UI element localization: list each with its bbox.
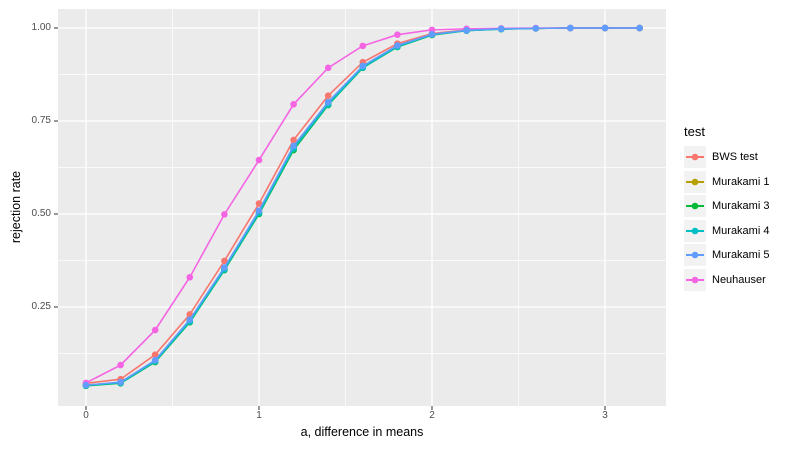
y-tick-label: 0.75 [31, 115, 51, 126]
legend-key-icon [684, 195, 706, 218]
y-tick-label: 1.00 [31, 22, 51, 33]
series-point-murakami-5 [151, 356, 159, 364]
series-point-neuhauser [117, 361, 124, 369]
legend-key-icon [684, 170, 706, 193]
legend-label: Murakami 4 [712, 224, 770, 237]
plot-panel [58, 9, 666, 406]
series-point-murakami-5 [636, 24, 643, 32]
series-point-murakami-5 [463, 26, 470, 34]
series-point-neuhauser [221, 211, 228, 218]
series-point-neuhauser [151, 326, 159, 334]
legend-title: test [684, 124, 705, 139]
legend-entry-neuhauser: Neuhauser [684, 268, 769, 293]
legend-key-icon [684, 146, 706, 169]
x-tick-label: 1 [256, 410, 262, 421]
legend-label: BWS test [712, 151, 758, 164]
x-tick-label: 3 [602, 410, 608, 421]
series-point-neuhauser [255, 156, 263, 164]
series-point-murakami-5 [567, 24, 574, 32]
series-point-murakami-5 [117, 378, 124, 386]
y-tick-label: 0.25 [31, 301, 51, 312]
legend-label: Murakami 3 [712, 200, 770, 213]
legend-entry-bws-test: BWS test [684, 145, 769, 170]
legend-label: Murakami 5 [712, 249, 770, 262]
series-point-murakami-5 [186, 316, 194, 323]
series-point-bws-test [255, 200, 263, 207]
legend-key-icon [684, 268, 706, 291]
legend-entry-murakami-1: Murakami 1 [684, 170, 769, 195]
legend-entry-murakami-5: Murakami 5 [684, 243, 769, 268]
x-tick-label: 0 [83, 410, 89, 421]
series-point-bws-test [221, 257, 228, 265]
series-point-murakami-5 [497, 25, 505, 33]
legend-label: Neuhauser [712, 273, 766, 286]
legend-entry-murakami-4: Murakami 4 [684, 219, 769, 244]
series-point-neuhauser [186, 273, 194, 281]
legend-label: Murakami 1 [712, 175, 770, 188]
series-point-murakami-5 [221, 264, 228, 271]
x-axis-title: a, difference in means [300, 425, 424, 439]
legend-key-icon [684, 219, 706, 242]
series-point-murakami-5 [428, 31, 436, 38]
legend: test BWS test Murakami 1 Murakami 3 Murakam… [684, 124, 769, 292]
x-tick-label: 2 [429, 410, 435, 421]
series-point-murakami-5 [532, 25, 540, 32]
series-point-murakami-5 [82, 381, 90, 389]
legend-key-icon [684, 244, 706, 267]
series-point-murakami-5 [324, 98, 332, 106]
legend-entries: BWS test Murakami 1 Murakami 3 Murakami 4 Mu… [684, 145, 769, 292]
legend-entry-murakami-3: Murakami 3 [684, 194, 769, 219]
series-point-neuhauser [324, 64, 332, 72]
series-point-bws-test [151, 351, 159, 358]
series-point-bws-test [290, 136, 297, 144]
series-point-murakami-5 [255, 207, 263, 214]
series-point-neuhauser [359, 42, 367, 50]
series-point-murakami-5 [601, 24, 609, 32]
series-point-neuhauser [394, 31, 401, 39]
y-tick-label: 0.50 [31, 208, 51, 219]
series-point-murakami-5 [394, 42, 401, 49]
series-point-murakami-5 [290, 142, 297, 150]
series-point-neuhauser [290, 100, 297, 108]
series-point-bws-test [324, 92, 332, 100]
series-point-murakami-5 [359, 62, 367, 70]
